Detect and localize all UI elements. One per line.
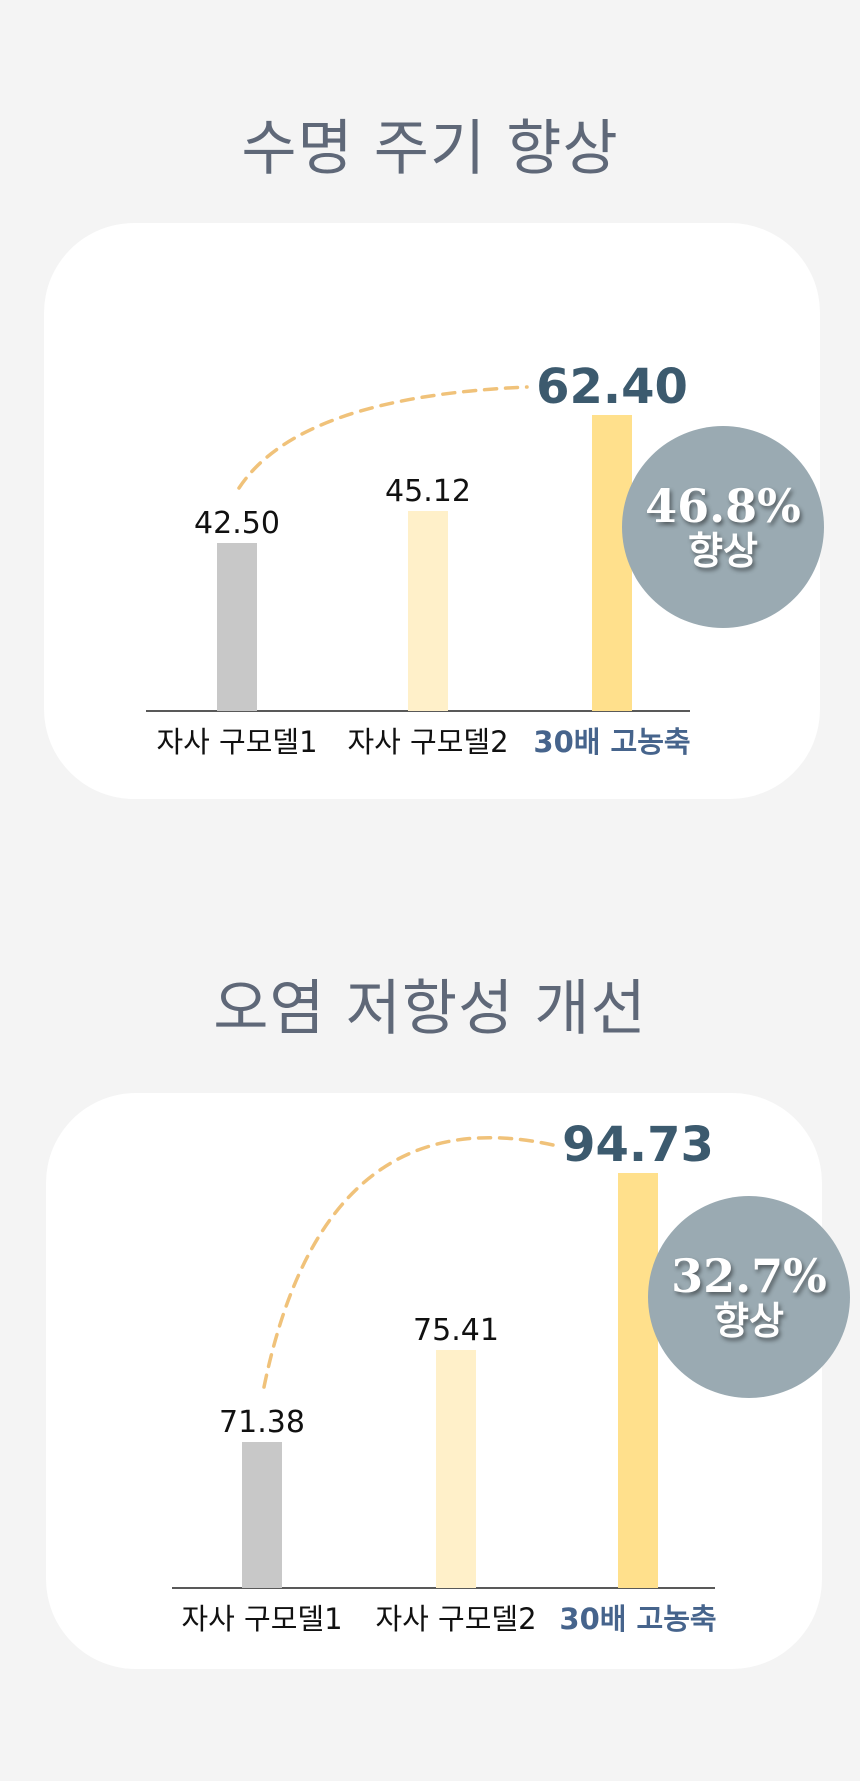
data-label-3: 62.40	[536, 359, 688, 415]
improvement-badge-lifecycle: 46.8% 향상	[622, 426, 824, 628]
bar-2	[408, 511, 448, 711]
category-label-1: 자사 구모델1	[156, 725, 317, 759]
data-label-1: 42.50	[194, 506, 280, 541]
improvement-percent: 32.7%	[671, 1249, 827, 1303]
improvement-badge-contamination: 32.7% 향상	[648, 1196, 850, 1398]
category-label-2: 자사 구모델2	[347, 725, 508, 759]
improvement-label: 향상	[714, 1298, 784, 1343]
data-label-1: 71.38	[219, 1405, 305, 1440]
bar-2	[436, 1350, 476, 1588]
bar-1	[217, 543, 257, 711]
data-label-2: 45.12	[385, 474, 471, 509]
data-label-2: 75.41	[413, 1313, 499, 1348]
improvement-label: 향상	[688, 528, 758, 573]
bar-1	[242, 1442, 282, 1588]
category-label-3: 30배 고농축	[533, 725, 690, 759]
trend-curve	[237, 385, 529, 490]
improvement-percent: 46.8%	[645, 479, 801, 533]
data-label-3: 94.73	[562, 1117, 714, 1173]
bar-3	[618, 1173, 658, 1588]
section-title-lifecycle: 수명 주기 향상	[241, 114, 619, 184]
bar-3	[592, 415, 632, 711]
category-label-3: 30배 고농축	[559, 1602, 716, 1636]
category-label-2: 자사 구모델2	[375, 1602, 536, 1636]
category-label-1: 자사 구모델1	[181, 1602, 342, 1636]
trend-curve	[262, 1135, 555, 1389]
section-title-contamination: 오염 저항성 개선	[213, 974, 647, 1044]
